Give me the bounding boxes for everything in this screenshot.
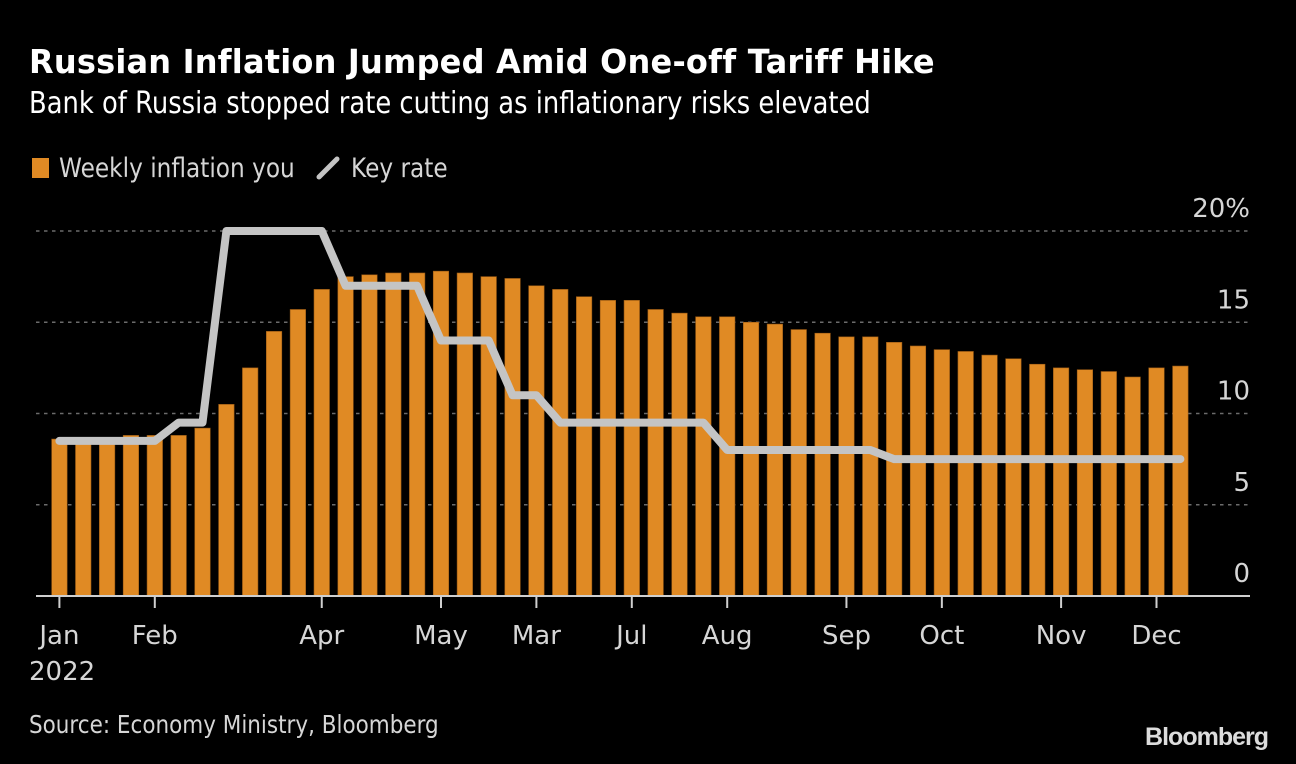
bar xyxy=(742,321,760,597)
line-swatch-icon xyxy=(316,156,340,180)
bar xyxy=(456,272,473,597)
bar xyxy=(1053,367,1070,597)
bar xyxy=(51,438,68,597)
y-tick-label: 5 xyxy=(1233,468,1250,498)
bar xyxy=(385,272,402,597)
x-tick-label: Apr xyxy=(299,621,344,651)
bar xyxy=(265,331,283,597)
key-rate-line xyxy=(55,227,1185,464)
bar xyxy=(957,351,974,597)
y-tick-label: 20% xyxy=(1192,194,1250,224)
bar xyxy=(1148,367,1165,597)
bar xyxy=(552,289,569,597)
legend-item-key-rate: Key rate xyxy=(315,153,453,184)
bar xyxy=(75,442,92,597)
legend-label: Weekly inflation you xyxy=(59,152,295,184)
legend: Weekly inflation you Key rate xyxy=(32,152,472,184)
bar xyxy=(1005,358,1022,597)
x-axis xyxy=(36,595,1250,608)
bar xyxy=(671,312,688,597)
bar xyxy=(886,342,903,597)
x-tick-label: Mar xyxy=(512,621,561,651)
bar xyxy=(528,285,545,597)
bar xyxy=(99,442,116,597)
bloomberg-logo: Bloomberg xyxy=(1145,723,1269,751)
bar xyxy=(480,276,497,597)
bar xyxy=(1172,365,1189,597)
bar xyxy=(289,309,306,597)
legend-item-weekly-inflation: Weekly inflation you xyxy=(32,153,297,184)
bar xyxy=(1029,363,1046,597)
x-tick-label: Sep xyxy=(822,621,871,651)
bar xyxy=(933,349,950,597)
bar xyxy=(194,427,211,597)
bar xyxy=(766,323,783,597)
bar xyxy=(838,336,855,597)
bar xyxy=(647,309,664,597)
bar xyxy=(623,300,640,597)
bar xyxy=(337,276,354,597)
x-tick-label: Feb xyxy=(132,621,178,651)
bar xyxy=(719,316,736,597)
bar xyxy=(599,300,617,597)
key-rate-line-group xyxy=(55,227,1185,464)
chart-subtitle: Bank of Russia stopped rate cutting as i… xyxy=(29,86,871,121)
x-axis-labels: Jan Feb Apr May Mar Jul Aug Sep Oct Nov Dec 2022 xyxy=(29,621,1182,687)
bar xyxy=(361,274,378,597)
y-axis-labels: 0 5 10 15 20% xyxy=(1192,194,1250,589)
bar xyxy=(122,435,139,597)
bar xyxy=(909,345,927,597)
bar xyxy=(218,404,235,597)
bar xyxy=(1100,371,1117,597)
x-tick-label: Aug xyxy=(702,621,753,651)
x-tick-label: Dec xyxy=(1131,621,1181,651)
y-tick-label: 10 xyxy=(1217,377,1250,407)
bar xyxy=(576,296,593,597)
bar xyxy=(1076,369,1093,597)
bar xyxy=(1124,376,1141,597)
bar xyxy=(242,367,259,597)
bar xyxy=(313,289,330,597)
x-tick-label: Jul xyxy=(614,621,647,651)
bar xyxy=(814,332,831,597)
chart-title: Russian Inflation Jumped Amid One-off Ta… xyxy=(29,42,935,81)
bar xyxy=(146,435,163,597)
x-tick-label: Nov xyxy=(1036,621,1087,651)
x-tick-label: Jan xyxy=(37,621,79,651)
y-tick-label: 0 xyxy=(1233,559,1250,589)
bar xyxy=(695,316,712,597)
bar xyxy=(790,329,807,597)
legend-label: Key rate xyxy=(351,152,448,184)
bar xyxy=(504,278,521,597)
bar xyxy=(409,272,426,597)
x-tick-label: Oct xyxy=(919,621,964,651)
x-year-label: 2022 xyxy=(29,657,95,687)
source-note: Source: Economy Ministry, Bloomberg xyxy=(29,710,439,739)
x-tick-label: May xyxy=(414,621,468,651)
bar xyxy=(981,354,998,597)
bar xyxy=(170,435,187,597)
y-tick-label: 15 xyxy=(1217,285,1250,315)
square-swatch-icon xyxy=(32,158,49,178)
bar xyxy=(862,336,879,597)
bars xyxy=(51,270,1189,597)
